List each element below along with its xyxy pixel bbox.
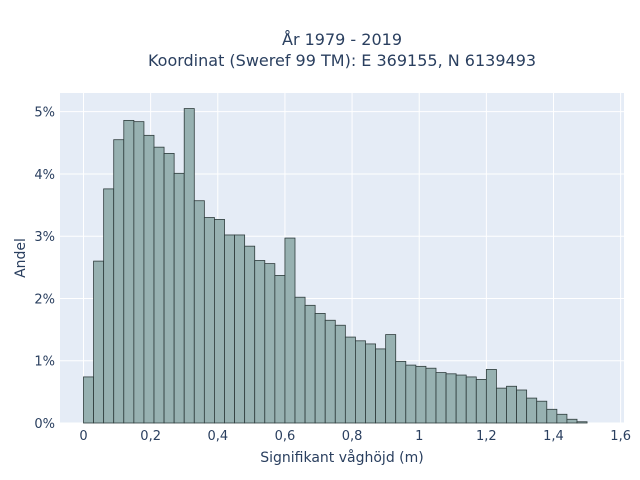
histogram-bar [375, 348, 387, 424]
histogram-bar [576, 421, 588, 424]
histogram-bar [274, 275, 286, 424]
histogram-bar [526, 397, 538, 424]
histogram-bar [415, 365, 427, 424]
histogram-bar [123, 119, 135, 424]
x-tick-label: 1,4 [543, 429, 564, 444]
histogram-bar [214, 218, 225, 424]
histogram-bar [445, 373, 457, 424]
histogram-bar [546, 408, 558, 424]
x-tick-label: 1,6 [610, 429, 631, 444]
x-tick-label: 0 [79, 429, 87, 444]
histogram-bar [435, 372, 447, 424]
histogram-bar [516, 389, 528, 424]
x-axis-label: Signifikant våghöjd (m) [260, 449, 423, 466]
histogram-bar [193, 200, 205, 424]
histogram-bar [294, 296, 306, 424]
histogram-bar [385, 334, 397, 424]
y-axis-label: Andel [13, 238, 29, 278]
histogram-bar [314, 313, 326, 424]
histogram-bar [163, 152, 175, 424]
histogram-bar [475, 379, 487, 424]
x-tick-label: 0,2 [140, 429, 161, 444]
histogram-bar [234, 234, 246, 424]
histogram-bar [496, 387, 507, 424]
y-tick-label: 0% [34, 417, 55, 432]
histogram-bar [405, 364, 417, 424]
x-tick-label: 1,2 [476, 429, 497, 444]
histogram-bar [173, 172, 185, 424]
histogram-bar [334, 324, 346, 424]
histogram-bar [93, 260, 105, 424]
y-axis-ticks: 0% 1% 2% 3% 4% 5% [34, 106, 55, 432]
x-tick-label: 0,4 [207, 429, 228, 444]
histogram-bar [485, 369, 497, 424]
histogram-bar [566, 418, 578, 424]
histogram-bar [556, 413, 568, 424]
histogram-bar [113, 139, 125, 424]
chart-title-line-1: År 1979 - 2019 [282, 30, 402, 49]
histogram-bar [506, 385, 517, 424]
x-tick-label: 0,8 [342, 429, 363, 444]
histogram-bar [103, 188, 115, 424]
histogram-bar [465, 376, 477, 424]
histogram-bar [133, 121, 145, 424]
histogram-bar [264, 263, 276, 424]
y-tick-label: 2% [34, 292, 55, 307]
histogram-bar [425, 367, 437, 424]
histogram-bar [203, 217, 215, 424]
x-tick-label: 0,6 [275, 429, 296, 444]
x-axis-ticks: 0 0,2 0,4 0,6 0,8 1 1,2 1,4 1,6 [79, 429, 631, 444]
chart-title-line-2: Koordinat (Sweref 99 TM): E 369155, N 61… [148, 51, 536, 70]
histogram-bar [324, 319, 336, 424]
histogram-bar [344, 336, 356, 424]
histogram-bar [153, 146, 165, 424]
y-tick-label: 1% [34, 355, 55, 370]
histogram-bar [244, 245, 256, 424]
histogram-bar [536, 400, 548, 424]
histogram-bar [395, 360, 407, 424]
histogram-bar [284, 237, 296, 424]
histogram-bar [224, 234, 235, 424]
histogram-bar [455, 374, 467, 424]
y-tick-label: 3% [34, 230, 55, 245]
histogram-bar [183, 108, 195, 424]
histogram-bar [254, 260, 266, 424]
bars [83, 108, 588, 424]
y-tick-label: 4% [34, 168, 55, 183]
histogram-bar [365, 343, 376, 424]
histogram-bar [355, 340, 366, 424]
histogram-bar [304, 304, 316, 424]
histogram-bar [143, 134, 155, 424]
y-tick-label: 5% [34, 106, 55, 121]
histogram-bar [83, 376, 94, 424]
x-tick-label: 1 [415, 429, 423, 444]
